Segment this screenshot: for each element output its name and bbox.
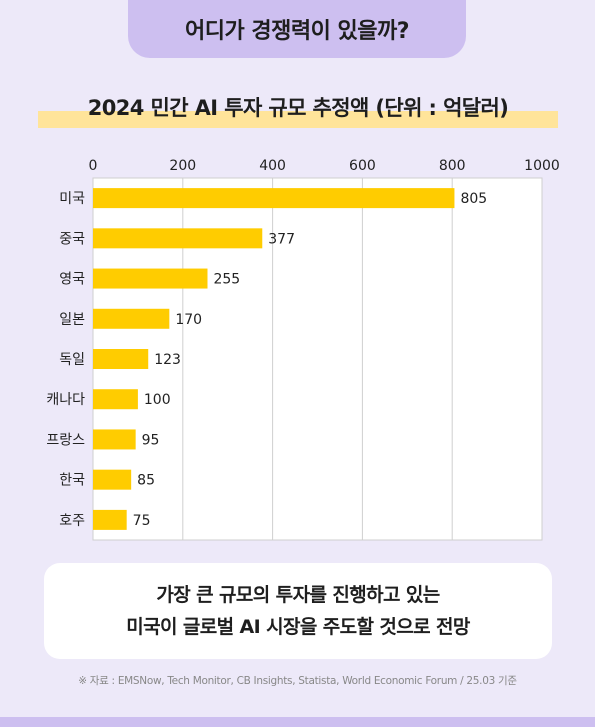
bar-8 — [93, 509, 127, 530]
title-highlight — [38, 111, 558, 128]
category-label-0: 미국 — [59, 191, 85, 207]
value-label-5: 100 — [144, 392, 171, 408]
category-label-5: 캐나다 — [46, 392, 85, 408]
bar-3 — [93, 308, 170, 329]
bar-chart: 0 200 400 600 800 1000 805 미국 377 중국 255 영국 170 일본 123… — [46, 158, 560, 541]
category-label-1: 중국 — [59, 231, 85, 247]
value-label-8: 75 — [133, 513, 151, 529]
category-label-2: 영국 — [59, 272, 85, 288]
category-label-6: 프랑스 — [46, 432, 85, 448]
value-label-0: 805 — [460, 191, 487, 207]
x-tick-label-0: 0 — [89, 158, 98, 174]
category-label-4: 독일 — [59, 352, 85, 368]
bar-6 — [93, 429, 136, 450]
bar-7 — [93, 469, 132, 490]
bar-0 — [93, 188, 455, 209]
value-label-3: 170 — [175, 312, 202, 328]
value-label-1: 377 — [268, 231, 295, 247]
bar-5 — [93, 389, 138, 410]
bar-4 — [93, 349, 149, 369]
summary-box: 가장 큰 규모의 투자를 진행하고 있는 미국이 글로벌 AI 시장을 주도할 … — [44, 563, 552, 659]
x-tick-label-2: 400 — [259, 158, 286, 174]
value-label-4: 123 — [154, 352, 181, 368]
header-title-text: 어디가 경쟁력이 있을까? — [185, 19, 409, 44]
category-label-8: 호주 — [59, 513, 85, 529]
category-label-3: 일본 — [59, 312, 85, 328]
x-tick-label-1: 200 — [169, 158, 196, 174]
value-label-7: 85 — [137, 473, 155, 489]
chart-title-text: 2024 민간 AI 투자 규모 추정액 (단위 : 억달러) — [87, 96, 509, 120]
category-label-7: 한국 — [59, 473, 85, 489]
x-tick-label-3: 600 — [349, 158, 376, 174]
bar-1 — [93, 228, 263, 249]
x-tick-label-5: 1000 — [524, 158, 560, 174]
bottom-band — [0, 717, 595, 727]
source-note: ※ 자료 : EMSNow, Tech Monitor, CB Insights… — [78, 675, 517, 687]
bar-2 — [93, 268, 208, 289]
header-title: 어디가 경쟁력이 있을까? — [128, 0, 466, 58]
value-label-6: 95 — [142, 432, 160, 448]
chart-title: 2024 민간 AI 투자 규모 추정액 (단위 : 억달러) — [38, 92, 558, 132]
summary-line-2: 미국이 글로벌 AI 시장을 주도할 것으로 전망 — [126, 616, 470, 638]
x-tick-label-4: 800 — [439, 158, 466, 174]
value-label-2: 255 — [213, 272, 240, 288]
summary-line-1: 가장 큰 규모의 투자를 진행하고 있는 — [156, 584, 440, 606]
